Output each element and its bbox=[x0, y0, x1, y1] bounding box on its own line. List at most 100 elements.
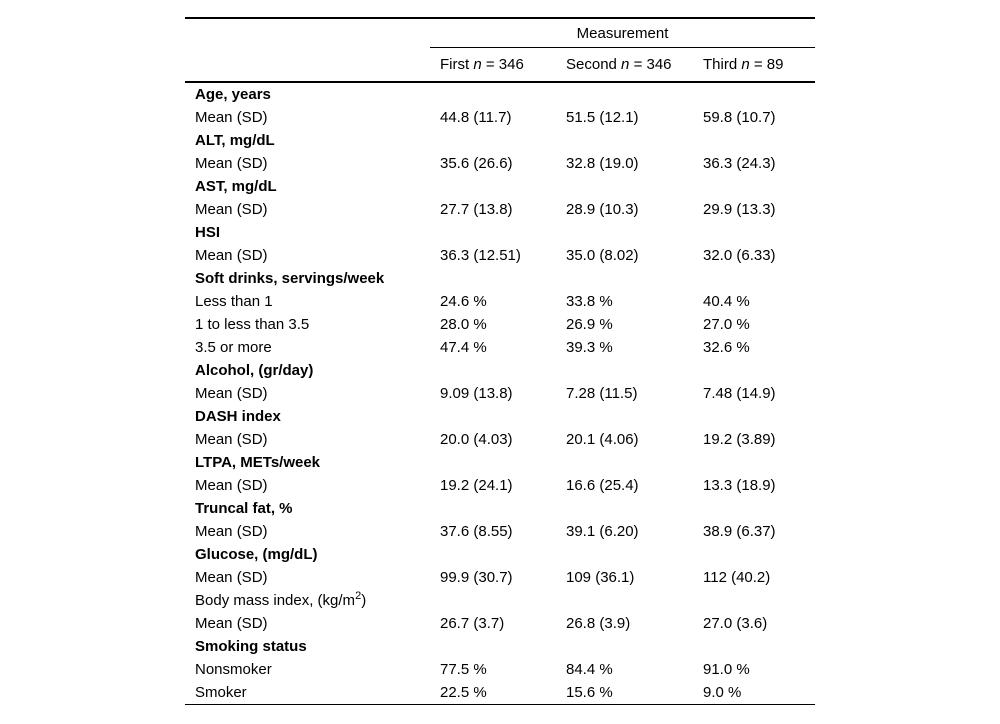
table-row: Body mass index, (kg/m2) bbox=[185, 589, 815, 612]
table-row: ALT, mg/dL bbox=[185, 129, 815, 152]
cell-value: 32.8 (19.0) bbox=[566, 155, 639, 172]
row-label: Mean (SD) bbox=[195, 477, 268, 494]
table-row: Mean (SD) 9.09 (13.8) 7.28 (11.5) 7.48 (14.… bbox=[185, 382, 815, 405]
column-header-row: First n = 346 Second n = 346 Third n = 8… bbox=[185, 47, 816, 83]
table-row: HSI bbox=[185, 221, 815, 244]
cell-value bbox=[703, 497, 815, 520]
cell-value: 9.09 (13.8) bbox=[440, 385, 513, 402]
row-label: Mean (SD) bbox=[195, 247, 268, 264]
cell-value bbox=[430, 82, 566, 106]
cell-value bbox=[566, 82, 703, 106]
cell-value: 36.3 (24.3) bbox=[703, 155, 776, 172]
corner-cell bbox=[185, 47, 430, 83]
cell-value bbox=[430, 543, 566, 566]
cell-value: 27.0 % bbox=[703, 316, 750, 333]
row-label: LTPA, METs/week bbox=[195, 454, 321, 471]
row-label: Mean (SD) bbox=[195, 523, 268, 540]
cell-value bbox=[703, 543, 815, 566]
cell-value: 27.0 (3.6) bbox=[703, 615, 768, 632]
row-label: Mean (SD) bbox=[195, 155, 268, 172]
cell-value: 26.9 % bbox=[566, 316, 613, 333]
table-row: DASH index bbox=[185, 405, 815, 428]
cell-value: 26.7 (3.7) bbox=[440, 615, 505, 632]
cell-value bbox=[566, 497, 703, 520]
table-row: 3.5 or more 47.4 % 39.3 % 32.6 % bbox=[185, 336, 815, 359]
cell-value bbox=[566, 175, 703, 198]
cell-value: 112 (40.2) bbox=[703, 569, 771, 586]
cell-value: 27.7 (13.8) bbox=[440, 201, 513, 218]
table-body: Age, years Mean (SD) 44.8 (11.7) 51.5 (12.1… bbox=[185, 82, 815, 705]
table-row: Alcohol, (gr/day) bbox=[185, 359, 815, 382]
cell-value: 35.0 (8.02) bbox=[566, 247, 639, 264]
cell-value bbox=[703, 451, 815, 474]
cell-value: 44.8 (11.7) bbox=[440, 109, 512, 126]
row-label: Nonsmoker bbox=[195, 661, 272, 678]
summary-table: Measurement First n = 346 Second n = 346 bbox=[185, 17, 816, 705]
cell-value: 91.0 % bbox=[703, 661, 750, 678]
row-label: HSI bbox=[195, 224, 221, 241]
table-row: Less than 1 24.6 % 33.8 % 40.4 % bbox=[185, 290, 815, 313]
row-label: Mean (SD) bbox=[195, 615, 268, 632]
cell-value bbox=[703, 221, 815, 244]
table-row: Mean (SD) 36.3 (12.51) 35.0 (8.02) 32.0 (6.… bbox=[185, 244, 815, 267]
cell-value: 32.6 % bbox=[703, 339, 750, 356]
cell-value: 38.9 (6.37) bbox=[703, 523, 776, 540]
col-header-second: Second n = 346 bbox=[566, 47, 703, 83]
n-symbol: n bbox=[473, 56, 482, 73]
cell-value: 7.48 (14.9) bbox=[703, 385, 776, 402]
group-header-row: Measurement bbox=[185, 18, 816, 48]
cell-value bbox=[703, 359, 815, 382]
cell-value bbox=[430, 635, 566, 658]
cell-value: 9.0 % bbox=[703, 684, 742, 701]
cell-value bbox=[566, 451, 703, 474]
cell-value: 36.3 (12.51) bbox=[440, 247, 521, 264]
cell-value bbox=[703, 82, 815, 106]
cell-value bbox=[430, 267, 566, 290]
row-label: Mean (SD) bbox=[195, 385, 268, 402]
table-row: Smoking status bbox=[185, 635, 815, 658]
cell-value bbox=[566, 405, 703, 428]
cell-value bbox=[430, 451, 566, 474]
cell-value bbox=[430, 221, 566, 244]
cell-value: 77.5 % bbox=[440, 661, 487, 678]
table-row: AST, mg/dL bbox=[185, 175, 815, 198]
row-label: Mean (SD) bbox=[195, 201, 268, 218]
cell-value: 33.8 % bbox=[566, 293, 613, 310]
cell-value bbox=[430, 129, 566, 152]
cell-value bbox=[566, 359, 703, 382]
row-label: Mean (SD) bbox=[195, 109, 268, 126]
row-label: AST, mg/dL bbox=[195, 178, 277, 195]
row-label: Mean (SD) bbox=[195, 431, 268, 448]
table-row: Mean (SD) 99.9 (30.7) 109 (36.1) 112 (40.2) bbox=[185, 566, 815, 589]
measurement-group-header: Measurement bbox=[430, 18, 816, 48]
table-row: Mean (SD) 37.6 (8.55) 39.1 (6.20) 38.9 (6.3… bbox=[185, 520, 815, 543]
cell-value: 59.8 (10.7) bbox=[703, 109, 776, 126]
cell-value: 28.9 (10.3) bbox=[566, 201, 639, 218]
cell-value bbox=[566, 221, 703, 244]
row-label: Less than 1 bbox=[195, 293, 273, 310]
cell-value: 24.6 % bbox=[440, 293, 487, 310]
table-row: Mean (SD) 35.6 (26.6) 32.8 (19.0) 36.3 (24.… bbox=[185, 152, 815, 175]
cell-value bbox=[430, 359, 566, 382]
cell-value: 40.4 % bbox=[703, 293, 750, 310]
row-label: Alcohol, (gr/day) bbox=[195, 362, 314, 379]
cell-value: 51.5 (12.1) bbox=[566, 109, 639, 126]
group-header-label: Measurement bbox=[576, 24, 669, 42]
row-label: 3.5 or more bbox=[195, 339, 272, 356]
row-label: Glucose, (mg/dL) bbox=[195, 546, 318, 563]
cell-value: 37.6 (8.55) bbox=[440, 523, 513, 540]
measurements-table: Measurement First n = 346 Second n = 346 bbox=[185, 17, 816, 705]
table-row: LTPA, METs/week bbox=[185, 451, 815, 474]
row-label: Smoker bbox=[195, 684, 247, 701]
cell-value bbox=[566, 543, 703, 566]
cell-value bbox=[566, 129, 703, 152]
cell-value bbox=[430, 175, 566, 198]
col-header-first: First n = 346 bbox=[430, 47, 566, 83]
cell-value bbox=[703, 589, 815, 612]
cell-value bbox=[566, 267, 703, 290]
table-row: Glucose, (mg/dL) bbox=[185, 543, 815, 566]
n-symbol: n bbox=[741, 56, 750, 73]
table-row: Mean (SD) 27.7 (13.8) 28.9 (10.3) 29.9 (13.… bbox=[185, 198, 815, 221]
corner-cell bbox=[185, 18, 430, 48]
